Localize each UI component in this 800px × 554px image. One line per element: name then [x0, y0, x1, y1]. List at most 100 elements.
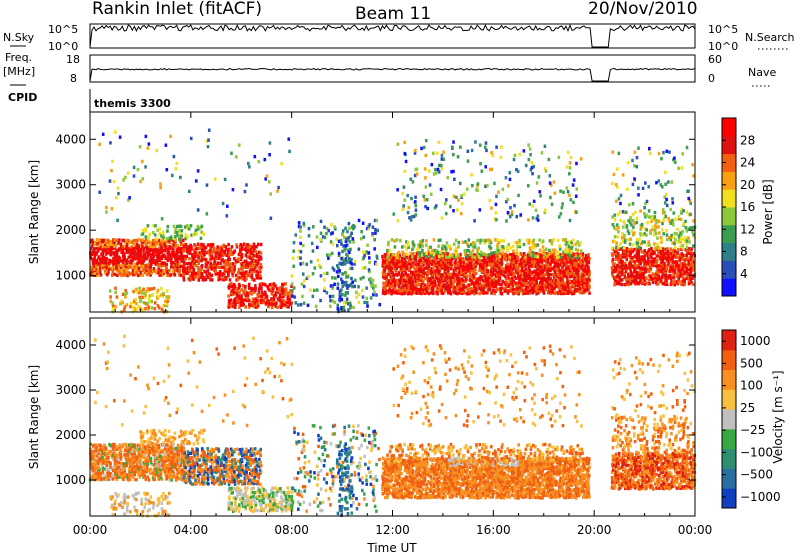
scatter-cell	[662, 253, 666, 258]
scatter-cell	[224, 245, 228, 249]
scatter-cell	[171, 238, 175, 243]
scatter-cell	[403, 267, 407, 271]
scatter-cell	[357, 300, 361, 305]
scatter-cell	[561, 256, 565, 260]
scatter-cell	[518, 152, 522, 157]
scatter-cell	[271, 284, 275, 288]
scatter-cell	[311, 225, 315, 229]
scatter-cell	[93, 271, 96, 276]
scatter-cell	[158, 232, 162, 236]
scatter-cell	[687, 259, 690, 263]
scatter-cell	[176, 247, 179, 251]
scatter-cell	[130, 245, 133, 249]
scatter-cell	[435, 255, 439, 259]
scatter-cell	[95, 461, 99, 466]
scatter-cell	[546, 285, 550, 289]
scatter-cell	[197, 265, 200, 270]
scatter-cell	[403, 198, 407, 202]
scatter-cell	[556, 281, 559, 285]
scatter-cell	[288, 294, 292, 298]
scatter-cell	[145, 244, 148, 249]
scatter-cell	[447, 245, 450, 249]
scatter-cell	[399, 280, 403, 284]
scatter-cell	[579, 241, 582, 245]
scatter-cell	[137, 247, 141, 251]
scatter-cell	[141, 255, 144, 259]
scatter-cell	[305, 276, 309, 281]
scatter-cell	[528, 260, 532, 265]
scatter-cell	[155, 148, 158, 153]
scatter-cell	[257, 266, 261, 270]
scatter-cell	[106, 244, 109, 249]
scatter-cell	[93, 242, 97, 247]
scatter-cell	[427, 252, 431, 256]
scatter-cell	[663, 201, 667, 205]
scatter-cell	[651, 215, 655, 219]
scatter-cell	[492, 254, 495, 259]
scatter-cell	[226, 251, 230, 256]
scatter-cell	[527, 218, 530, 222]
scatter-cell	[616, 270, 620, 274]
scatter-cell	[245, 277, 248, 281]
scatter-cell	[342, 244, 345, 248]
scatter-cell	[292, 264, 296, 268]
scatter-cell	[561, 254, 564, 258]
scatter-cell	[319, 298, 322, 303]
scatter-cell	[280, 302, 284, 307]
scatter-cell	[478, 291, 481, 296]
scatter-cell	[239, 247, 242, 252]
scatter-cell	[213, 265, 216, 269]
scatter-cell	[385, 275, 388, 279]
scatter-cell	[567, 240, 571, 244]
scatter-cell	[540, 263, 544, 267]
scatter-cell	[144, 235, 148, 239]
scatter-cell	[362, 256, 365, 260]
scatter-cell	[108, 258, 111, 263]
scatter-cell	[625, 247, 629, 251]
scatter-cell	[386, 248, 389, 253]
scatter-cell	[147, 267, 151, 271]
scatter-cell	[577, 283, 580, 287]
scatter-cell	[338, 269, 341, 273]
scatter-cell	[357, 292, 361, 297]
scatter-cell	[579, 258, 583, 263]
scatter-cell	[375, 218, 378, 223]
nsky-tick-low: 10^0	[48, 40, 78, 53]
scatter-cell	[176, 255, 180, 259]
scatter-cell	[163, 242, 167, 247]
scatter-cell	[224, 263, 228, 267]
scatter-cell	[676, 272, 679, 276]
scatter-cell	[569, 258, 573, 263]
scatter-cell	[547, 272, 550, 277]
scatter-cell	[434, 259, 438, 263]
scatter-cell	[91, 241, 95, 245]
scatter-cell	[466, 242, 469, 246]
scatter-cell	[319, 238, 322, 242]
scatter-cell	[299, 262, 303, 266]
scatter-cell	[112, 447, 115, 451]
scatter-cell	[452, 287, 455, 291]
scatter-cell	[103, 238, 106, 243]
scatter-cell	[403, 244, 407, 249]
scatter-cell	[203, 249, 206, 253]
scatter-cell	[236, 257, 240, 261]
scatter-cell	[661, 208, 665, 212]
scatter-cell	[620, 261, 624, 266]
scatter-cell	[331, 242, 335, 246]
scatter-cell	[520, 273, 524, 277]
scatter-cell	[254, 305, 258, 309]
scatter-cell	[154, 242, 157, 247]
scatter-cell	[220, 249, 224, 253]
scatter-cell	[404, 271, 407, 275]
scatter-cell	[185, 244, 188, 249]
scatter-cell	[200, 230, 203, 234]
scatter-cell	[163, 269, 166, 274]
scatter-cell	[316, 245, 319, 250]
scatter-cell	[519, 272, 523, 277]
scatter-cell	[153, 269, 156, 273]
scatter-cell	[150, 306, 154, 310]
scatter-cell	[631, 182, 635, 187]
scatter-cell	[121, 238, 124, 243]
nsky-panel-frame	[89, 23, 696, 49]
scatter-cell	[466, 269, 470, 273]
